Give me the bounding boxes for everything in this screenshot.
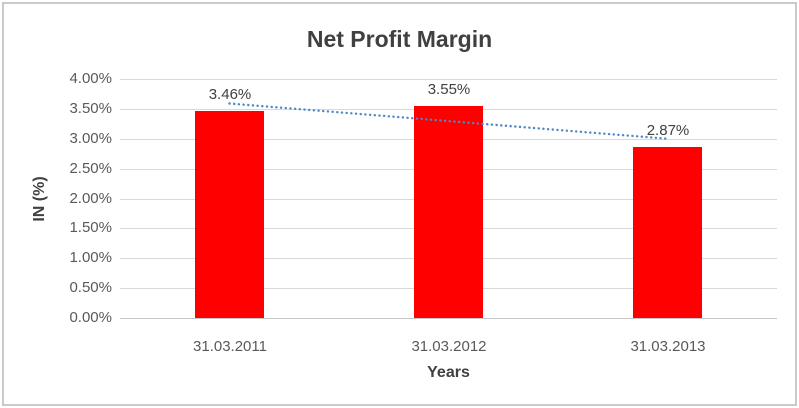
x-tick-label: 31.03.2011 <box>193 338 267 355</box>
y-tick-label: 4.00% <box>69 70 112 87</box>
y-tick-label: 1.50% <box>69 219 112 236</box>
x-tick-label: 31.03.2013 <box>630 338 706 355</box>
chart-title: Net Profit Margin <box>306 26 493 52</box>
bar-31.03.2013 <box>633 147 702 318</box>
data-label: 2.87% <box>646 122 690 139</box>
x-tick-label: 31.03.2012 <box>411 338 487 355</box>
y-tick-label: 2.00% <box>69 190 112 207</box>
gridline <box>120 79 777 80</box>
x-axis-title: Years <box>427 364 470 381</box>
bar-31.03.2011 <box>195 111 264 318</box>
y-tick-label: 1.00% <box>69 249 112 266</box>
data-label: 3.46% <box>208 86 252 103</box>
y-tick-label: 3.00% <box>69 130 112 147</box>
data-label: 3.55% <box>427 81 471 98</box>
y-tick-label: 0.50% <box>69 279 112 296</box>
bar-31.03.2012 <box>414 106 483 318</box>
y-tick-label: 0.00% <box>69 309 112 326</box>
y-tick-label: 2.50% <box>69 160 112 177</box>
y-tick-label: 3.50% <box>69 100 112 117</box>
x-axis-line <box>120 318 777 319</box>
